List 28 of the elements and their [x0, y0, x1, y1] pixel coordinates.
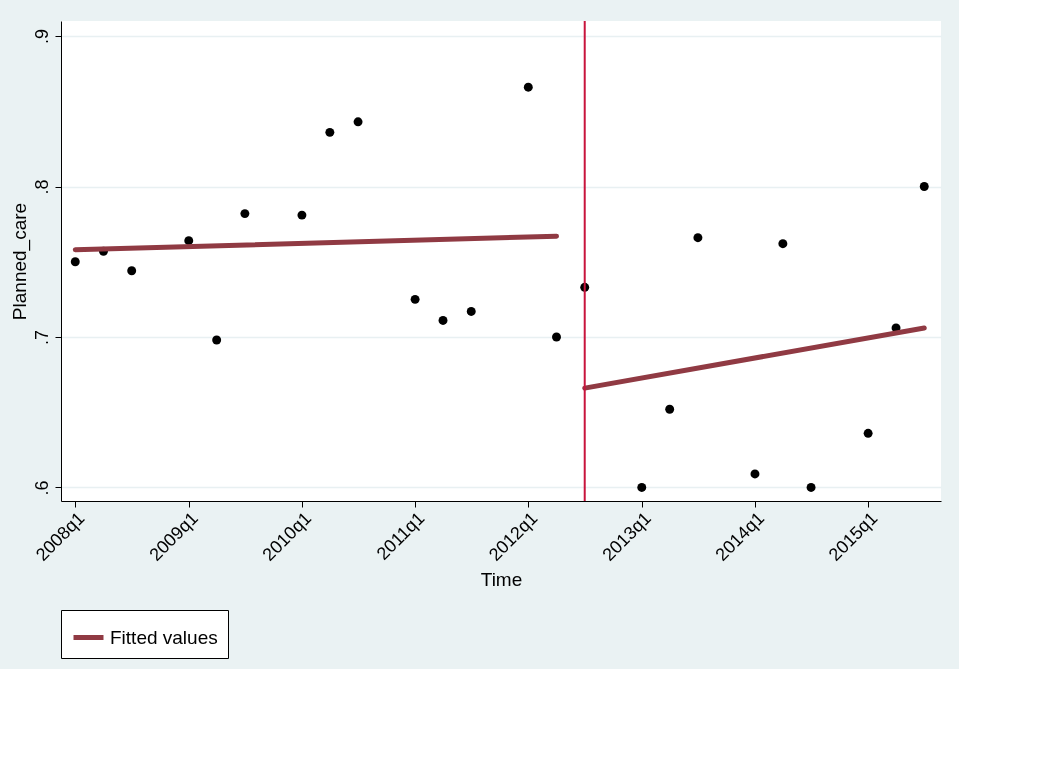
- y-tick-label: .6: [31, 480, 52, 496]
- y-tick-label: .7: [31, 329, 52, 345]
- point: [778, 239, 788, 249]
- y-tick-label: .8: [31, 179, 52, 195]
- point: [637, 482, 647, 492]
- point: [466, 306, 476, 316]
- point: [70, 257, 80, 267]
- point: [240, 209, 250, 219]
- point: [919, 182, 929, 191]
- point: [325, 127, 335, 137]
- point: [184, 236, 194, 246]
- point: [665, 404, 675, 414]
- point: [806, 482, 816, 492]
- point: [863, 428, 873, 438]
- legend-label: Fitted values: [110, 626, 218, 648]
- point: [693, 233, 703, 243]
- point: [410, 294, 420, 304]
- point: [212, 335, 222, 345]
- point: [353, 117, 363, 127]
- x-axis-title: Time: [480, 568, 523, 590]
- y-axis-title: Planned_care: [8, 202, 31, 321]
- y-tick-label: .9: [31, 29, 52, 45]
- point: [750, 469, 760, 479]
- point: [552, 332, 561, 342]
- point: [523, 82, 533, 92]
- point: [297, 210, 307, 220]
- point: [438, 315, 448, 325]
- point: [127, 266, 137, 276]
